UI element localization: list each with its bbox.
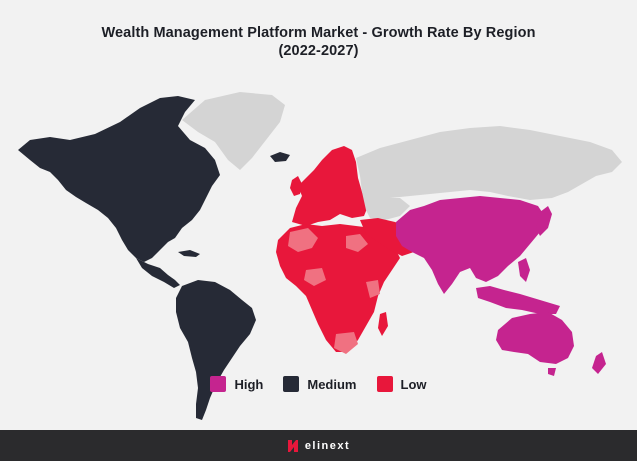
region-madagascar (378, 312, 388, 336)
region-southeast-asia (476, 286, 560, 314)
region-central-asia (362, 192, 410, 220)
legend-item-low: Low (376, 376, 427, 392)
legend: High Medium Low (0, 376, 637, 392)
legend-label-low: Low (400, 376, 427, 392)
region-asia (396, 196, 546, 294)
region-north-africa-light (288, 228, 318, 252)
region-tasmania (548, 368, 556, 376)
region-south-america (176, 280, 256, 420)
legend-swatch-high (210, 376, 227, 392)
region-europe (292, 146, 368, 226)
region-australia (496, 312, 574, 364)
region-uk (290, 176, 302, 196)
footer: elinext (0, 430, 637, 461)
region-west-africa-light (304, 268, 326, 286)
region-central-america (136, 258, 180, 288)
region-greenland (182, 92, 285, 170)
region-south-africa-light (334, 332, 358, 354)
region-east-africa-light (366, 280, 380, 298)
legend-swatch-medium (283, 376, 300, 392)
region-north-america (18, 96, 220, 262)
brand-name: elinext (304, 439, 351, 452)
map-title: Wealth Management Platform Market - Grow… (0, 24, 637, 60)
region-libya-light (346, 234, 368, 252)
region-philippines (518, 258, 530, 282)
region-japan (536, 206, 552, 236)
legend-label-medium: Medium (307, 376, 357, 392)
legend-label-high: High (234, 376, 264, 392)
region-russia (356, 126, 622, 200)
region-caribbean (178, 250, 200, 257)
region-new-zealand (592, 352, 606, 374)
title-line-2: (2022-2027) (278, 43, 359, 59)
title-line-1: Wealth Management Platform Market - Grow… (101, 25, 536, 41)
region-africa (276, 224, 400, 352)
legend-swatch-low (376, 376, 393, 392)
legend-item-medium: Medium (283, 376, 357, 392)
region-iceland (270, 152, 290, 162)
legend-item-high: High (210, 376, 263, 392)
brand-logo-icon (287, 439, 298, 452)
